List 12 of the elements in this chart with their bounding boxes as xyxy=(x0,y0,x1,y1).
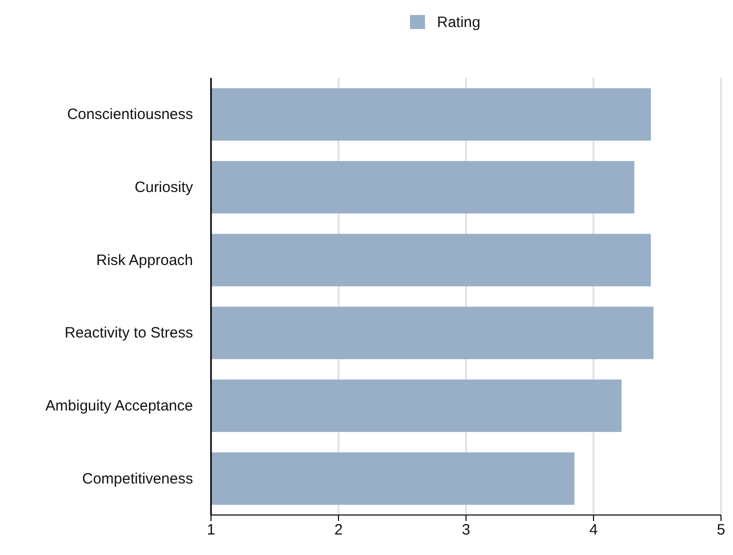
x-tick-label: 4 xyxy=(589,522,598,539)
y-tick-label: Competitiveness xyxy=(82,470,193,488)
y-tick-label: Risk Approach xyxy=(96,252,193,269)
y-tick-label: Curiosity xyxy=(134,179,194,196)
x-tick-label: 3 xyxy=(462,522,470,539)
y-tick-label: Conscientiousness xyxy=(67,106,193,124)
x-tick-label: 2 xyxy=(334,522,343,539)
y-tick-label: Ambiguity Acceptance xyxy=(45,398,193,415)
legend-label: Rating xyxy=(437,14,480,31)
x-tick-label: 1 xyxy=(206,522,216,539)
x-tick-label: 5 xyxy=(716,522,726,539)
y-tick-label: Reactivity to Stress xyxy=(64,324,193,342)
